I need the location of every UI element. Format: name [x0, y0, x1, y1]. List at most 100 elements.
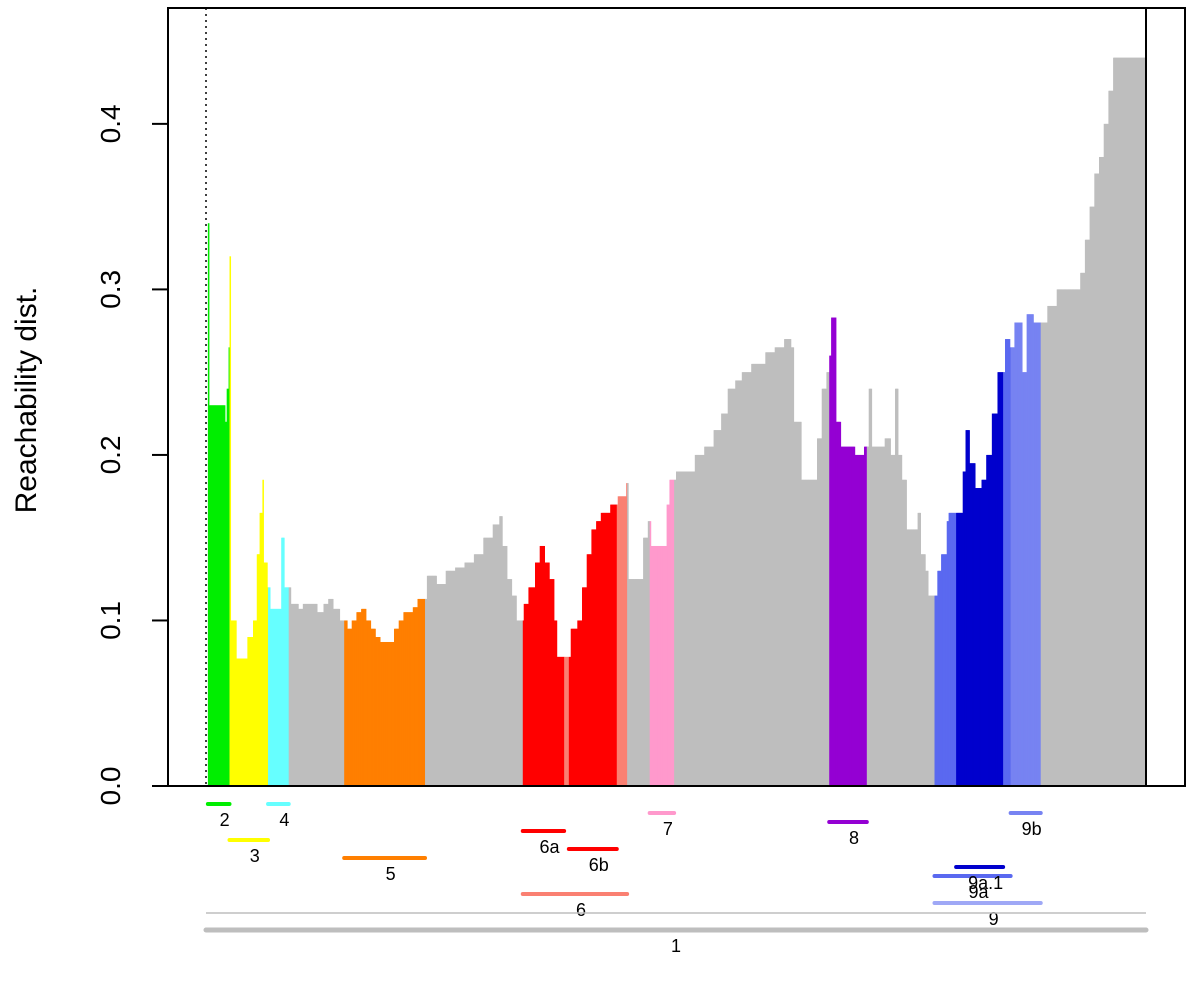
reachability-bar: [515, 595, 517, 786]
reachability-bar: [326, 603, 328, 786]
reachability-bar: [848, 446, 851, 786]
reachability-bar: [665, 545, 668, 786]
reachability-bar: [389, 641, 391, 786]
reachability-bar: [360, 612, 362, 786]
reachability-bar: [394, 628, 397, 786]
reachability-bar: [1045, 322, 1047, 786]
reachability-bar: [230, 620, 232, 786]
reachability-bar: [625, 496, 627, 786]
reachability-bar: [395, 628, 398, 786]
reachability-bar: [601, 512, 604, 786]
reachability-bar: [1103, 123, 1106, 787]
reachability-bar: [580, 620, 582, 786]
reachability-bar: [1036, 322, 1038, 786]
reachability-bar: [1068, 289, 1071, 786]
reachability-bar: [643, 537, 645, 786]
reachability-bar: [490, 537, 493, 786]
reachability-bar: [939, 570, 941, 786]
reachability-bar: [576, 628, 578, 786]
reachability-bar: [1092, 206, 1094, 786]
reachability-bar: [778, 347, 780, 786]
reachability-bar: [483, 537, 485, 786]
reachability-bar: [642, 579, 644, 786]
reachability-bar: [854, 454, 857, 786]
reachability-bar: [519, 620, 521, 786]
reachability-bar: [265, 562, 267, 786]
reachability-bar: [628, 579, 630, 786]
reachability-bar: [1032, 314, 1034, 786]
reachability-bar: [1024, 372, 1027, 786]
reachability-bar: [456, 567, 459, 786]
reachability-bar: [918, 512, 921, 786]
reachability-bar: [1004, 372, 1006, 786]
reachability-bar: [818, 438, 821, 786]
reachability-bar: [816, 479, 818, 786]
reachability-bar: [383, 641, 386, 786]
reachability-bar: [873, 446, 875, 786]
reachability-bar: [1090, 206, 1093, 786]
reachability-bar: [981, 479, 984, 786]
reachability-bar: [278, 608, 280, 786]
reachability-bar: [561, 656, 563, 786]
reachability-bar: [1098, 173, 1100, 786]
reachability-bar: [1080, 272, 1082, 787]
reachability-bar: [974, 488, 977, 786]
reachability-bar: [214, 405, 216, 786]
reachability-bar: [410, 612, 413, 786]
reachability-bar: [545, 562, 547, 786]
reachability-bar: [288, 587, 291, 786]
reachability-bar: [599, 521, 602, 786]
reachability-bar: [991, 413, 994, 786]
reachability-bar: [776, 347, 779, 786]
reachability-bar: [933, 595, 936, 786]
reachability-bar: [946, 521, 949, 786]
reachability-bar: [786, 339, 789, 786]
reachability-bar: [253, 620, 255, 786]
reachability-bar: [272, 608, 275, 786]
reachability-bar: [489, 537, 492, 786]
reachability-bar: [900, 454, 903, 786]
reachability-bar: [291, 603, 294, 786]
reachability-bar: [723, 413, 725, 786]
reachability-bar: [749, 372, 751, 786]
reachability-bar: [1034, 322, 1036, 786]
reachability-bar: [840, 446, 843, 786]
reachability-bar: [876, 446, 878, 786]
reachability-bar: [1009, 347, 1012, 786]
reachability-bar: [648, 521, 651, 786]
reachability-bar: [667, 504, 670, 786]
reachability-bar: [284, 587, 286, 786]
reachability-bar: [260, 512, 263, 786]
reachability-bar: [412, 607, 415, 786]
reachability-bar: [210, 405, 213, 786]
reachability-bar: [1138, 57, 1141, 787]
reachability-bar: [905, 479, 907, 786]
reachability-bar: [875, 446, 877, 786]
reachability-bar: [237, 658, 239, 786]
reachability-bar: [636, 579, 639, 786]
reachability-bar: [235, 620, 237, 786]
reachability-bar: [923, 554, 925, 786]
reachability-bar: [1026, 314, 1029, 786]
reachability-bar: [807, 479, 810, 786]
reachability-bar: [591, 529, 593, 786]
reachability-bar: [928, 595, 931, 786]
reachability-bar: [1137, 57, 1140, 787]
reachability-bar: [539, 545, 542, 786]
bars-layer: [207, 57, 1147, 787]
reachability-bar: [664, 545, 667, 786]
cluster-label-9a: 9a: [969, 882, 990, 902]
reachability-bar: [298, 608, 300, 786]
reachability-bar: [355, 620, 357, 786]
reachability-bar: [785, 339, 787, 786]
reachability-bar: [1062, 289, 1064, 786]
reachability-bar: [454, 570, 456, 786]
reachability-bar: [1097, 173, 1099, 786]
reachability-bar: [564, 656, 566, 786]
reachability-bar: [620, 496, 623, 786]
reachability-bar: [261, 512, 263, 786]
reachability-bar: [597, 521, 600, 786]
reachability-bar: [1084, 239, 1087, 787]
reachability-bar: [659, 545, 661, 786]
reachability-bar: [258, 554, 261, 786]
